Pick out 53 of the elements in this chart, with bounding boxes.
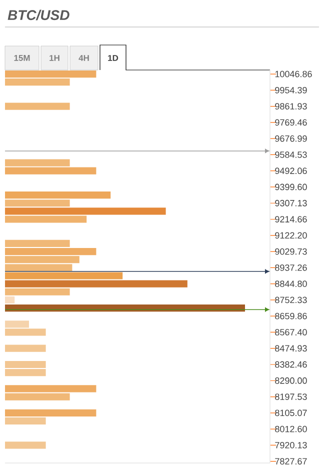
y-tick-label: 10046.86 <box>275 70 312 78</box>
bar <box>5 272 123 280</box>
text: 1D <box>108 55 118 61</box>
y-tick-label: 9769.46 <box>275 119 307 126</box>
bar <box>5 320 29 328</box>
y-tick-label: 8290.00 <box>275 377 307 384</box>
y-tick-label: 9214.66 <box>275 216 307 222</box>
chart-title: BTC/USD <box>8 10 70 20</box>
y-tick-label: 8012.60 <box>275 426 307 432</box>
y-tick-label: 8937.26 <box>275 264 307 271</box>
y-tick-label: 9676.99 <box>275 135 307 142</box>
bar <box>5 248 96 256</box>
text: 4H <box>78 55 89 61</box>
bar <box>5 240 70 248</box>
bar <box>5 208 166 215</box>
y-tick-label: 8752.33 <box>275 296 307 304</box>
y-tick-label: 8567.40 <box>275 329 307 336</box>
y-tick-label: 9954.39 <box>275 86 307 94</box>
bar <box>5 167 96 174</box>
y-tick-label: 8844.80 <box>275 280 307 287</box>
bar <box>5 296 15 304</box>
bar <box>5 442 46 449</box>
bar <box>5 417 46 425</box>
text: 15M <box>14 55 30 61</box>
y-tick-label: 7920.13 <box>275 442 307 448</box>
bar <box>5 409 96 416</box>
y-tick-label: 9307.13 <box>275 200 307 206</box>
bar <box>5 200 70 207</box>
bar <box>5 216 87 223</box>
y-tick-label: 8105.07 <box>275 410 307 416</box>
bar <box>5 288 70 296</box>
bar <box>5 70 96 78</box>
y-tick-label: 9492.06 <box>275 168 307 174</box>
y-tick-label: 8474.93 <box>275 345 307 352</box>
y-tick-label: 9584.53 <box>275 152 307 158</box>
y-tick-label: 7827.67 <box>275 458 307 464</box>
y-tick-label: 8382.46 <box>275 361 307 368</box>
y-tick-label: 9122.20 <box>275 232 307 239</box>
y-tick-label: 8659.86 <box>275 312 307 320</box>
bar <box>5 78 70 86</box>
text: 1H <box>50 55 60 61</box>
bar <box>5 280 188 288</box>
y-tick-label: 8197.53 <box>275 394 307 400</box>
y-tick-label: 9861.93 <box>275 103 307 110</box>
bar <box>5 328 46 336</box>
bar <box>5 102 70 110</box>
bar <box>5 159 70 166</box>
bar <box>5 385 96 392</box>
bar <box>5 393 70 400</box>
bar <box>5 344 46 352</box>
y-tick-label: 9029.73 <box>275 248 307 255</box>
bar <box>5 192 111 199</box>
y-tick-label: 9399.60 <box>275 184 307 190</box>
